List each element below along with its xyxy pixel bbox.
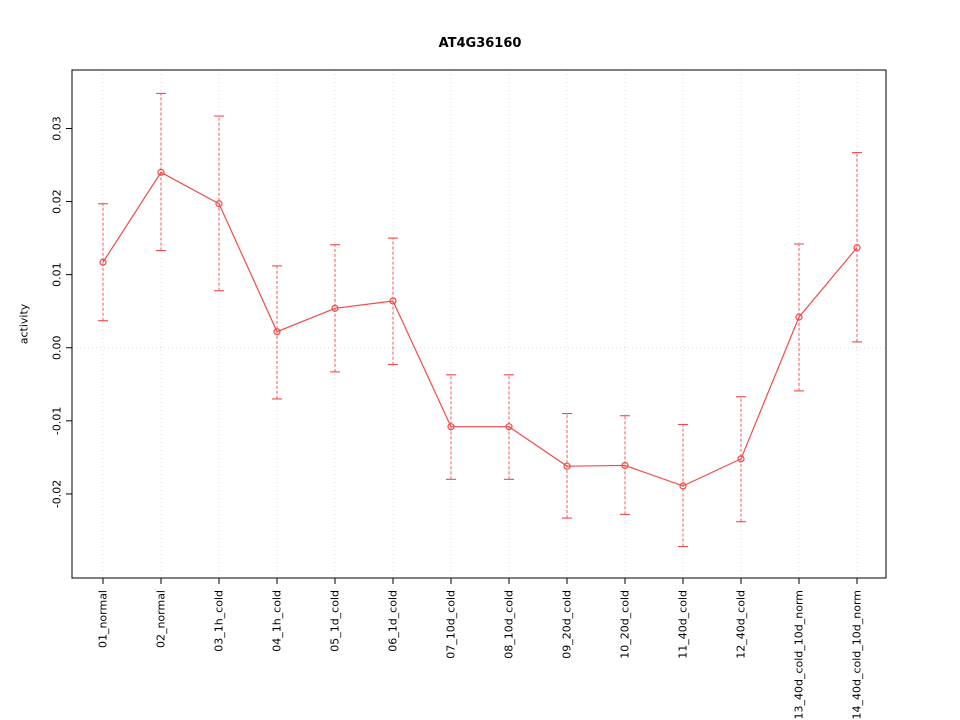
plot-border xyxy=(71,69,887,579)
data-point xyxy=(273,328,281,336)
data-points xyxy=(99,168,861,490)
data-point xyxy=(621,461,629,470)
data-point xyxy=(157,168,165,176)
x-tick-label: 14_40d_cold_10d_norm xyxy=(851,590,864,720)
y-tick-label: 0.00 xyxy=(51,336,64,361)
data-point xyxy=(737,455,745,463)
y-axis: -0.02 -0.01 0.00 0.01 0.02 0.03 xyxy=(51,116,72,508)
x-tick-label: 12_40d_cold xyxy=(735,590,748,659)
y-tick-label: 0.01 xyxy=(51,262,64,287)
data-point xyxy=(331,304,339,312)
x-tick-label: 07_10d_cold xyxy=(445,590,458,659)
data-point xyxy=(99,258,107,266)
data-point xyxy=(389,297,397,305)
x-tick-label: 04_1h_cold xyxy=(271,590,284,652)
y-tick-label: 0.03 xyxy=(51,116,64,141)
data-point xyxy=(563,462,571,470)
x-tick-label: 02_normal xyxy=(155,590,168,648)
data-point xyxy=(505,423,513,431)
x-tick-label: 08_10d_cold xyxy=(503,590,516,659)
data-point xyxy=(853,244,861,252)
x-tick-label: 11_40d_cold xyxy=(677,590,690,659)
x-axis: 01_normal 02_normal 03_1h_cold 04_1h_cold 05… xyxy=(97,578,864,720)
x-tick-label: 01_normal xyxy=(97,590,110,648)
x-tick-label: 13_40d_cold_10d_norm xyxy=(793,590,806,720)
data-point xyxy=(679,482,687,490)
y-tick-label: -0.01 xyxy=(51,407,64,435)
data-point xyxy=(215,200,223,208)
y-tick-label: -0.02 xyxy=(51,480,64,508)
x-gridlines xyxy=(102,70,858,578)
series-line xyxy=(102,171,858,487)
error-bars xyxy=(98,92,862,548)
chart-title: AT4G36160 xyxy=(438,36,522,51)
x-tick-label: 05_1d_cold xyxy=(329,590,342,652)
x-tick-label: 09_20d_cold xyxy=(561,590,574,659)
data-point xyxy=(447,423,455,431)
x-tick-label: 10_20d_cold xyxy=(619,590,632,659)
y-tick-label: 0.02 xyxy=(51,189,64,214)
x-tick-label: 06_1d_cold xyxy=(387,590,400,652)
data-point xyxy=(795,313,803,321)
x-tick-label: 03_1h_cold xyxy=(213,590,226,652)
